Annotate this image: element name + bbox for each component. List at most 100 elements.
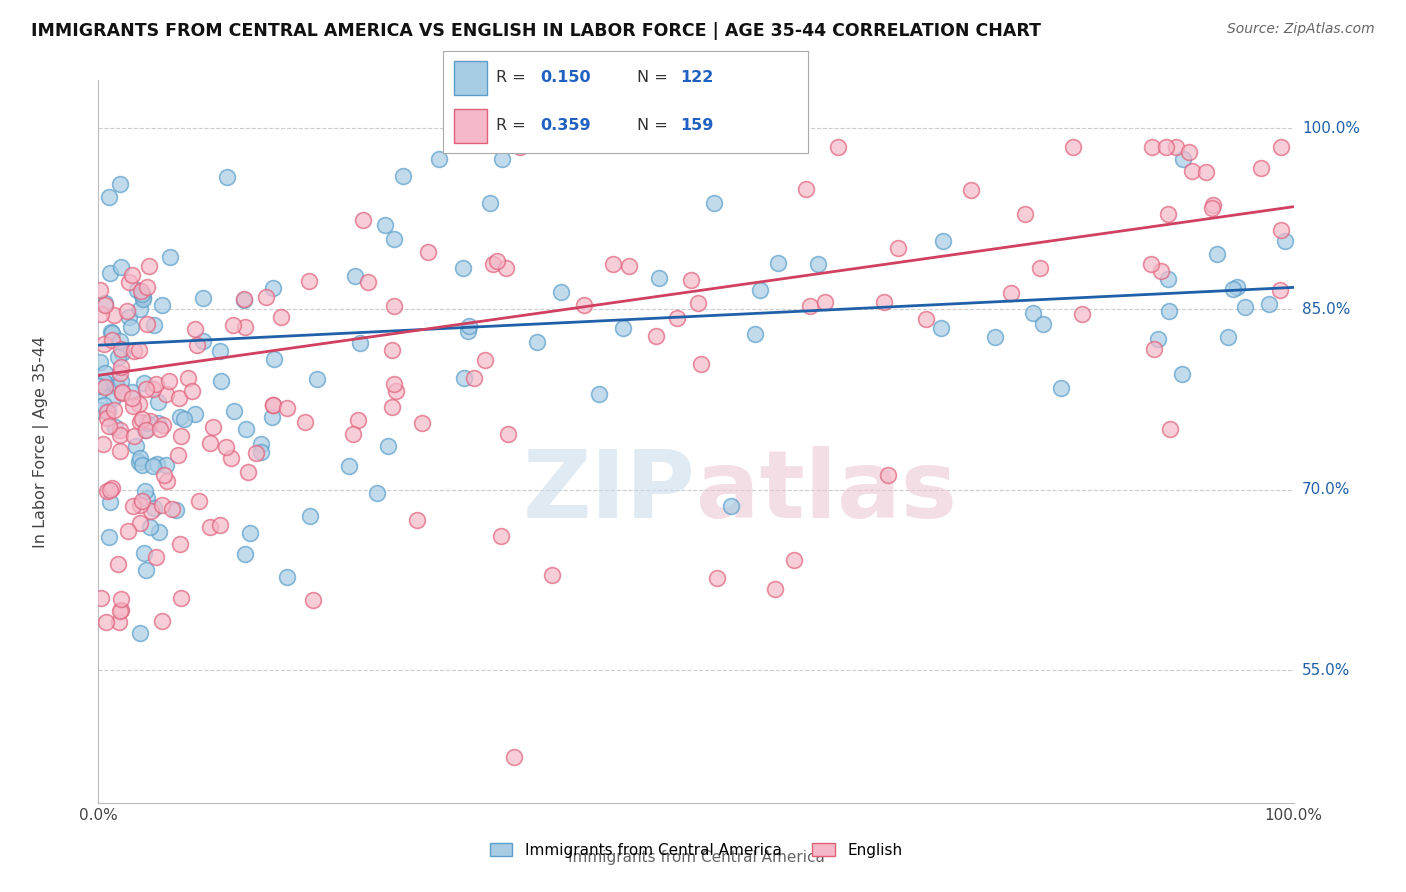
Text: In Labor Force | Age 35-44: In Labor Force | Age 35-44 — [34, 335, 49, 548]
Point — [104, 379, 127, 393]
Point — [260, 409, 283, 424]
Point — [155, 458, 177, 473]
Point — [1205, 247, 1227, 261]
Point — [706, 571, 728, 585]
Point — [1250, 161, 1272, 175]
Text: N =: N = — [637, 70, 672, 85]
Point — [411, 416, 433, 430]
Point — [209, 517, 232, 532]
Point — [188, 494, 211, 508]
Point — [245, 446, 267, 460]
Point — [799, 299, 821, 313]
Point — [105, 379, 128, 393]
Point — [276, 570, 298, 584]
Point — [110, 428, 132, 442]
Point — [148, 417, 170, 431]
Text: 0.359: 0.359 — [540, 119, 591, 133]
Text: 122: 122 — [681, 70, 714, 85]
Point — [384, 377, 406, 392]
Point — [232, 293, 254, 307]
Point — [232, 292, 254, 306]
Point — [550, 285, 572, 299]
Point — [263, 352, 285, 367]
Point — [101, 481, 124, 495]
Point — [602, 257, 624, 271]
Point — [222, 318, 245, 332]
Point — [98, 483, 121, 497]
Point — [239, 526, 262, 541]
Point — [474, 352, 496, 367]
Point — [129, 284, 152, 298]
Point — [184, 322, 207, 336]
Point — [1150, 264, 1173, 278]
Point — [827, 139, 849, 153]
Text: 85.0%: 85.0% — [1302, 301, 1350, 317]
Text: 70.0%: 70.0% — [1302, 483, 1350, 497]
Point — [150, 614, 173, 628]
Point — [131, 292, 153, 306]
Point — [491, 152, 513, 166]
Point — [339, 458, 361, 473]
Point — [121, 391, 143, 405]
Point — [131, 458, 153, 473]
FancyBboxPatch shape — [454, 62, 486, 95]
Point — [270, 310, 292, 325]
Point — [1062, 139, 1084, 153]
Point — [1270, 139, 1292, 153]
Point — [94, 296, 117, 310]
Point — [111, 386, 134, 401]
Point — [96, 410, 118, 425]
Point — [381, 343, 404, 358]
Point — [111, 346, 134, 360]
Point — [1178, 145, 1201, 159]
Point — [236, 465, 259, 479]
Point — [128, 397, 150, 411]
Point — [1159, 304, 1181, 318]
Point — [1222, 282, 1244, 296]
Point — [297, 274, 319, 288]
Point — [222, 404, 245, 418]
Point — [149, 422, 172, 436]
Point — [352, 213, 374, 227]
Point — [209, 374, 232, 388]
Point — [1014, 206, 1036, 220]
Point — [145, 549, 167, 564]
Point — [457, 324, 479, 338]
Point — [1173, 152, 1195, 166]
Point — [1258, 297, 1281, 311]
Point — [170, 591, 193, 606]
Point — [90, 307, 112, 321]
Point — [357, 275, 380, 289]
Point — [121, 399, 143, 413]
Point — [142, 318, 165, 332]
Point — [690, 357, 713, 371]
Point — [215, 170, 238, 185]
Point — [150, 297, 173, 311]
Point — [418, 245, 440, 260]
Point — [94, 298, 117, 312]
Point — [121, 268, 143, 282]
Point — [1181, 163, 1204, 178]
Point — [167, 448, 190, 462]
Point — [110, 260, 132, 274]
Point — [98, 530, 121, 544]
Point — [138, 520, 160, 534]
Point — [748, 283, 770, 297]
Point — [342, 427, 364, 442]
Text: atlas: atlas — [696, 446, 957, 538]
Point — [198, 520, 221, 534]
Point — [381, 401, 404, 415]
Point — [94, 366, 117, 380]
Point — [110, 359, 132, 374]
Point — [127, 283, 149, 297]
Point — [169, 429, 191, 443]
Point — [129, 301, 152, 316]
Point — [159, 374, 181, 388]
Point — [1270, 283, 1292, 297]
Point — [104, 420, 127, 434]
Point — [427, 152, 450, 166]
Point — [1000, 285, 1022, 300]
Point — [139, 414, 162, 428]
Point — [233, 319, 256, 334]
Point — [91, 437, 114, 451]
